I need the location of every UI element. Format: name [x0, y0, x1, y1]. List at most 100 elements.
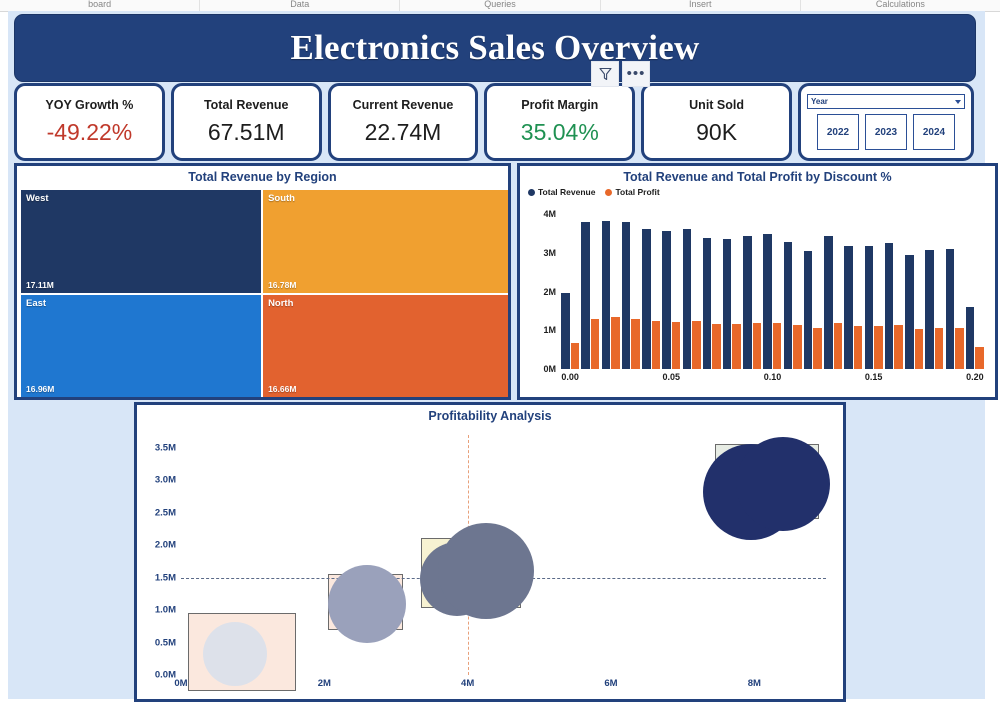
bar[interactable]: [772, 322, 782, 369]
bar[interactable]: [702, 238, 712, 369]
bar-group[interactable]: [762, 214, 782, 369]
treemap-cell-value: 17.11M: [26, 279, 54, 290]
bar[interactable]: [712, 323, 721, 369]
bar[interactable]: [601, 220, 611, 369]
bar-chart-x-tick-label: 0.15: [864, 372, 883, 382]
bar-group[interactable]: [641, 214, 661, 369]
scatter-bubble[interactable]: [736, 436, 830, 531]
bar[interactable]: [864, 245, 874, 369]
bar-chart-revenue-profit-by-discount[interactable]: Total Revenue and Total Profit by Discou…: [517, 163, 998, 400]
year-slicer-option-2022[interactable]: 2022: [816, 114, 859, 150]
bar[interactable]: [581, 221, 590, 369]
kpi-value: -49.22%: [46, 119, 133, 145]
bar[interactable]: [824, 236, 833, 369]
scatter-bubble[interactable]: [328, 565, 407, 644]
kpi-card-unit-sold[interactable]: Unit Sold 90K: [641, 83, 792, 161]
treemap-total-revenue-by-region[interactable]: Total Revenue by Region West 17.11M South 1…: [14, 163, 511, 400]
kpi-card-total-revenue[interactable]: Total Revenue 67.51M: [170, 83, 322, 161]
bar-group[interactable]: [944, 214, 964, 369]
bar[interactable]: [874, 326, 883, 369]
bar-group[interactable]: [904, 214, 924, 369]
report-canvas: Electronics Sales Overview ••• YOY Growt…: [8, 11, 998, 702]
scatter-y-tick-label: 2.5M: [154, 507, 176, 519]
bar[interactable]: [743, 235, 752, 369]
scatter-bubble[interactable]: [202, 622, 267, 687]
bar[interactable]: [723, 238, 732, 369]
kpi-card-current-revenue[interactable]: Current Revenue 22.74M: [327, 83, 479, 161]
bar[interactable]: [894, 324, 903, 369]
bar[interactable]: [803, 250, 813, 369]
bar-group[interactable]: [884, 214, 904, 369]
bar-group[interactable]: [600, 214, 620, 369]
bar[interactable]: [763, 233, 772, 369]
bar[interactable]: [651, 321, 661, 369]
bar[interactable]: [914, 329, 924, 369]
bar[interactable]: [590, 319, 600, 369]
bar[interactable]: [853, 326, 863, 369]
bar[interactable]: [934, 327, 944, 369]
kpi-card-yoy-growth[interactable]: YOY Growth % -49.22%: [14, 83, 165, 161]
bar[interactable]: [682, 228, 692, 369]
bar[interactable]: [561, 293, 570, 369]
bar-group[interactable]: [864, 214, 884, 369]
year-slicer-dropdown[interactable]: Year: [806, 94, 965, 109]
bar[interactable]: [671, 321, 681, 369]
bar[interactable]: [732, 324, 741, 369]
bar[interactable]: [905, 254, 914, 369]
bar-group[interactable]: [823, 214, 843, 369]
bar[interactable]: [692, 320, 701, 369]
bar[interactable]: [793, 324, 802, 369]
kpi-card-profit-margin[interactable]: Profit Margin 35.04%: [484, 83, 636, 161]
bar[interactable]: [955, 327, 964, 369]
bar-group[interactable]: [580, 214, 600, 369]
bar[interactable]: [621, 222, 631, 369]
bar-group[interactable]: [742, 214, 762, 369]
ribbon-tab-board[interactable]: board: [0, 0, 201, 11]
legend-item-total-profit[interactable]: Total Profit: [605, 187, 660, 197]
bar[interactable]: [783, 241, 793, 369]
bar[interactable]: [631, 319, 640, 369]
bar-group[interactable]: [722, 214, 742, 369]
bar[interactable]: [945, 248, 955, 369]
bar-group[interactable]: [965, 214, 985, 369]
year-slicer-option-2024[interactable]: 2024: [912, 114, 955, 150]
bar[interactable]: [965, 307, 975, 369]
more-options-icon[interactable]: •••: [622, 61, 650, 87]
bar-group[interactable]: [783, 214, 803, 369]
bar-group[interactable]: [661, 214, 681, 369]
ribbon-tab-queries[interactable]: Queries: [400, 0, 601, 11]
treemap-cell[interactable]: South 16.78M: [263, 190, 508, 293]
bar[interactable]: [642, 228, 651, 369]
treemap-cell[interactable]: North 16.66M: [263, 294, 508, 397]
bar[interactable]: [925, 250, 934, 369]
scatter-x-tick-label: 6M: [604, 678, 618, 689]
ribbon-tab-calculations[interactable]: Calculations: [875, 0, 925, 9]
bar[interactable]: [833, 322, 843, 369]
bar[interactable]: [844, 245, 853, 369]
year-slicer[interactable]: Year 2022 2023 2024: [797, 83, 974, 161]
bar[interactable]: [570, 343, 580, 369]
year-slicer-option-2023[interactable]: 2023: [864, 114, 907, 150]
bar-group[interactable]: [843, 214, 863, 369]
treemap-cell[interactable]: West 17.11M: [21, 190, 262, 293]
bar-group[interactable]: [560, 214, 580, 369]
bar-group[interactable]: [681, 214, 701, 369]
bar-group[interactable]: [803, 214, 823, 369]
kpi-label: Unit Sold: [689, 98, 745, 112]
bar[interactable]: [813, 327, 822, 369]
bar[interactable]: [662, 231, 671, 369]
bar[interactable]: [975, 347, 984, 369]
scatter-chart-profitability-analysis[interactable]: Profitability Analysis 0.0M 0.5M 1.0M 1.5M 2…: [134, 402, 846, 702]
ribbon-tab-insert[interactable]: Insert: [601, 0, 801, 11]
bar[interactable]: [611, 317, 620, 369]
filter-funnel-icon[interactable]: [591, 61, 619, 87]
legend-item-total-revenue[interactable]: Total Revenue: [528, 187, 595, 197]
ribbon-tab-data[interactable]: Data: [200, 0, 401, 11]
bar[interactable]: [884, 243, 894, 369]
bar-group[interactable]: [702, 214, 722, 369]
treemap-cell[interactable]: East 16.96M: [21, 294, 262, 397]
scatter-bubble[interactable]: [437, 523, 534, 620]
bar-group[interactable]: [924, 214, 944, 369]
bar[interactable]: [752, 322, 762, 369]
bar-group[interactable]: [621, 214, 641, 369]
